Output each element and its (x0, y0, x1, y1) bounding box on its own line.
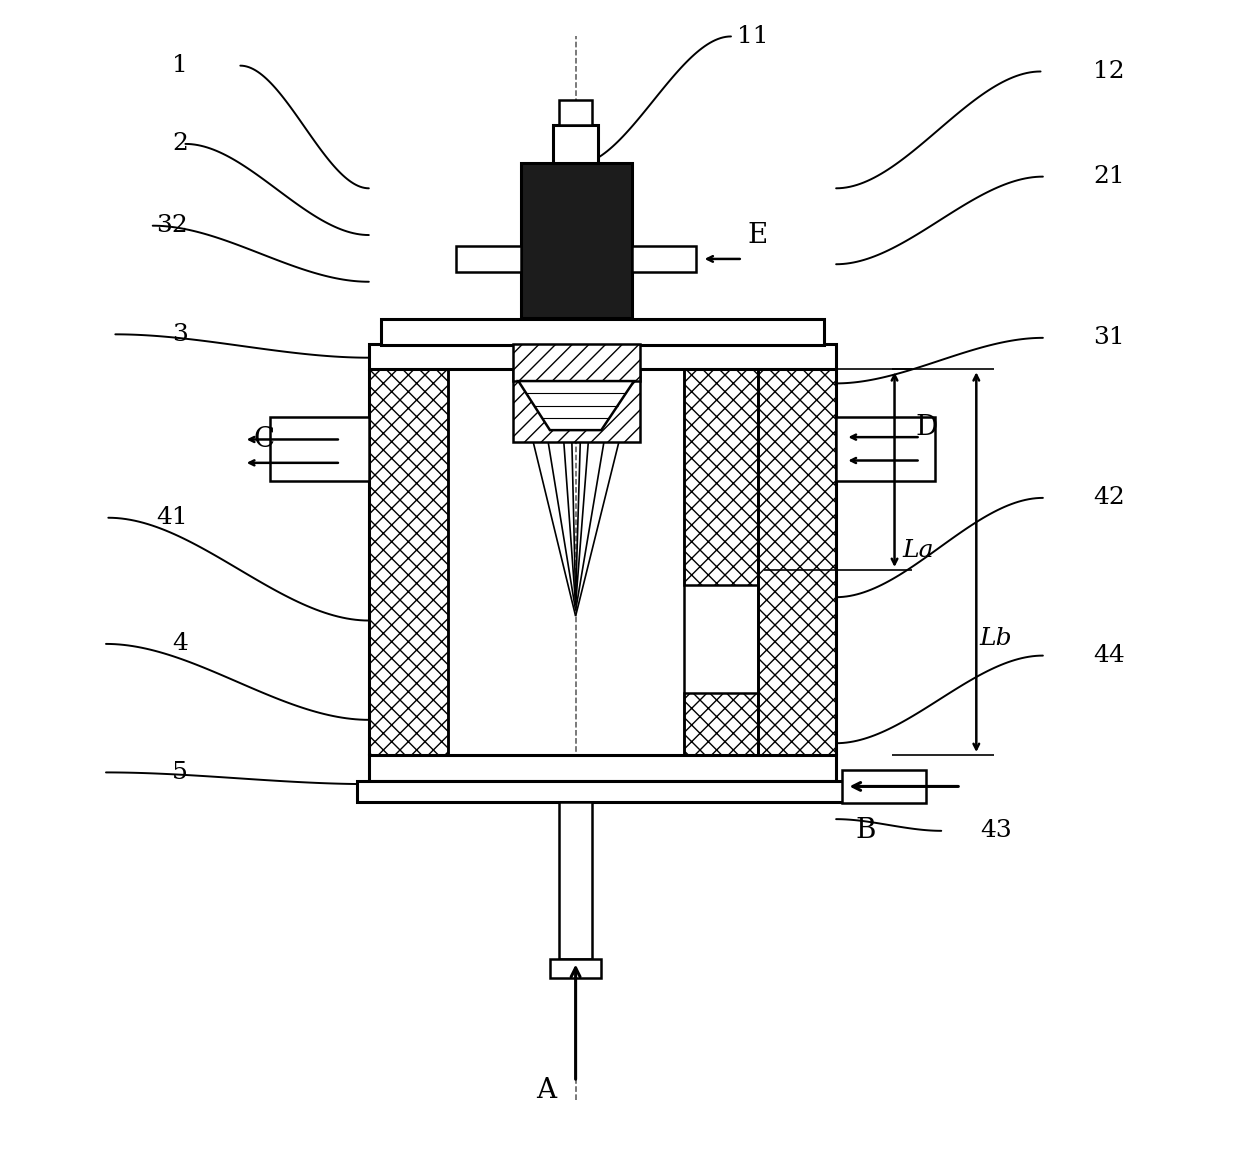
Text: 12: 12 (1094, 60, 1125, 83)
Text: 41: 41 (156, 506, 187, 529)
Text: 44: 44 (1094, 644, 1125, 667)
Text: 21: 21 (1094, 165, 1125, 189)
Text: 42: 42 (1094, 486, 1125, 509)
Bar (836, 417, 935, 481)
Text: D: D (915, 415, 937, 441)
Text: 3: 3 (172, 323, 187, 345)
Text: 5: 5 (172, 761, 187, 783)
Text: 2: 2 (172, 132, 187, 156)
Text: 32: 32 (156, 214, 187, 238)
Bar (269, 417, 368, 481)
Bar (684, 369, 758, 586)
Bar (357, 781, 848, 802)
Text: C: C (253, 426, 274, 453)
Polygon shape (518, 381, 634, 430)
Bar (559, 100, 591, 125)
Text: La: La (903, 539, 934, 562)
Text: E: E (748, 221, 768, 248)
Bar (512, 343, 640, 381)
Bar (368, 343, 836, 369)
Bar (549, 959, 601, 978)
Text: 43: 43 (980, 820, 1012, 842)
Bar (368, 755, 836, 781)
Bar (842, 771, 926, 803)
Bar (512, 369, 640, 441)
Text: 31: 31 (1094, 327, 1125, 349)
Bar (368, 369, 449, 755)
Bar (381, 320, 825, 344)
Bar (553, 125, 598, 163)
Bar (631, 246, 696, 272)
Bar (758, 369, 836, 755)
Text: A: A (537, 1076, 557, 1104)
Bar (521, 163, 631, 319)
Bar (559, 802, 591, 959)
Text: 1: 1 (172, 54, 187, 77)
Text: B: B (856, 817, 875, 844)
Text: Lb: Lb (980, 626, 1013, 650)
Text: 11: 11 (737, 25, 769, 48)
Bar (456, 246, 521, 272)
Bar (684, 693, 758, 755)
Text: 4: 4 (172, 632, 187, 656)
